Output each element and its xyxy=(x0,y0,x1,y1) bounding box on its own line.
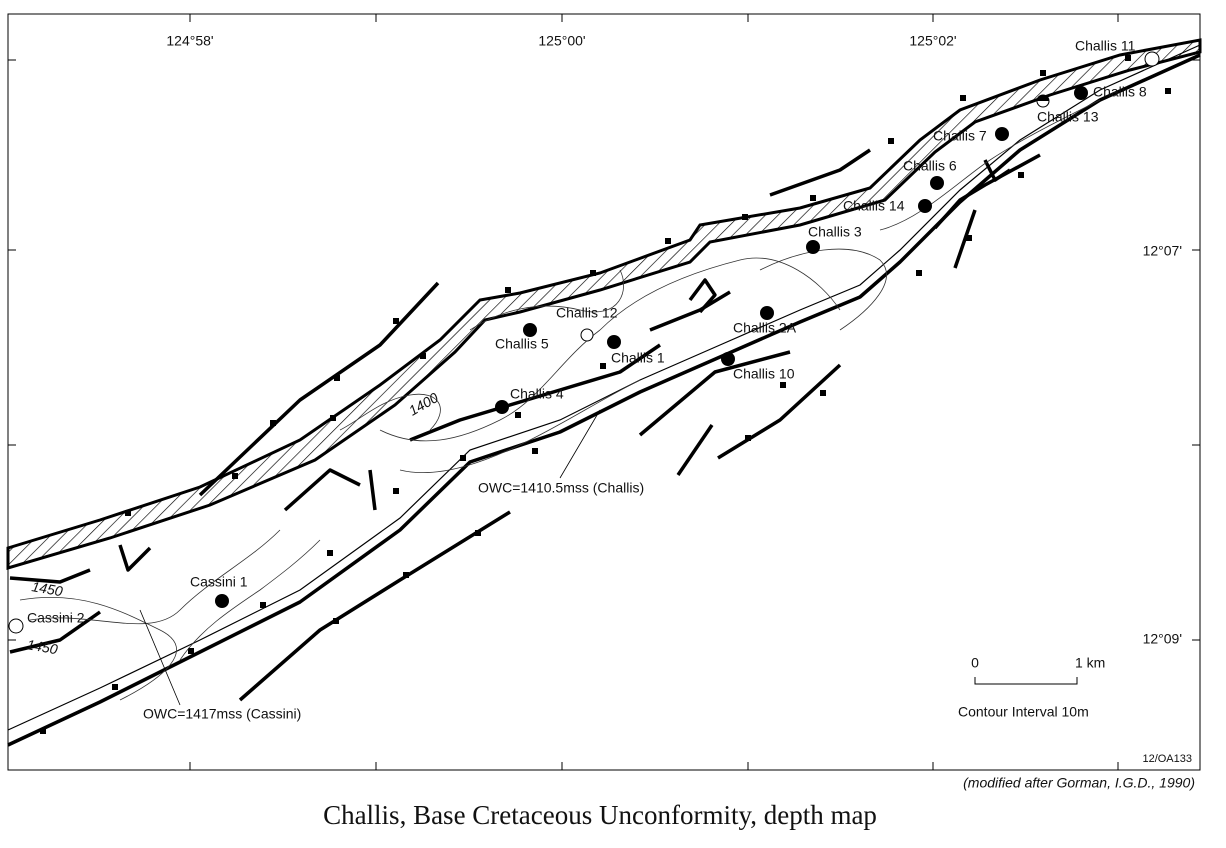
well-label: Challis 10 xyxy=(733,366,795,382)
latitude-label: 12°09' xyxy=(1143,631,1182,647)
well-label: Challis 8 xyxy=(1093,84,1147,100)
well-label: Challis 4 xyxy=(510,386,564,402)
well-symbol xyxy=(806,240,820,254)
caption: Challis, Base Cretaceous Unconformity, d… xyxy=(323,800,877,830)
fault-barbs xyxy=(40,55,1171,734)
well-symbol xyxy=(1037,95,1049,101)
well-symbol xyxy=(607,335,621,349)
well-label: Challis 11 xyxy=(1075,38,1136,54)
figure-code: 12/OA133 xyxy=(1142,753,1192,765)
well-label: Challis 6 xyxy=(903,158,957,174)
longitude-label: 124°58' xyxy=(166,33,213,49)
well-label: Challis 7 xyxy=(933,128,987,144)
well-label: Challis 12 xyxy=(556,305,618,321)
well-label: Cassini 1 xyxy=(190,574,248,590)
scale-label: 0 xyxy=(971,655,979,671)
graticule-ticks xyxy=(8,14,1200,770)
well-label: Challis 1 xyxy=(611,350,665,366)
well-symbol xyxy=(523,323,537,337)
well-label: Challis 5 xyxy=(495,336,549,352)
well-symbol xyxy=(721,352,735,366)
latitude-label: 12°07' xyxy=(1143,243,1182,259)
well-label: Challis 2A xyxy=(733,320,797,336)
longitude-label: 125°00' xyxy=(538,33,585,49)
well-label: Cassini 2 xyxy=(27,610,85,626)
well-label: Challis 13 xyxy=(1037,109,1099,125)
longitude-label: 125°02' xyxy=(909,33,956,49)
fault xyxy=(7,44,1201,731)
well-symbol xyxy=(930,176,944,190)
contour-interval: Contour Interval 10m xyxy=(958,704,1089,720)
well-label: Challis 14 xyxy=(843,198,905,214)
map-frame xyxy=(7,13,1201,771)
well-symbol xyxy=(495,400,509,414)
annotation: OWC=1410.5mss (Challis) xyxy=(478,480,644,496)
well-symbol xyxy=(995,127,1009,141)
leader-line xyxy=(139,609,181,706)
fault xyxy=(7,53,1201,747)
well-labels: Challis 11 Challis 8 Challis 13 Challis … xyxy=(27,38,1147,626)
well-symbol xyxy=(215,594,229,608)
well-symbol xyxy=(580,328,594,342)
well-symbol xyxy=(8,618,24,634)
scale-bar xyxy=(974,677,1078,685)
well-label: Challis 3 xyxy=(808,224,862,240)
wells xyxy=(8,51,1160,634)
well-symbol xyxy=(918,199,932,213)
well-symbol xyxy=(760,306,774,320)
hatched-fault-band xyxy=(6,38,1202,571)
annotation: OWC=1417mss (Cassini) xyxy=(143,706,301,722)
leader-line xyxy=(559,409,601,479)
well-symbol xyxy=(1074,86,1088,100)
contour-label: 1450 xyxy=(25,636,59,657)
faults xyxy=(9,148,1041,702)
source-note: (modified after Gorman, I.G.D., 1990) xyxy=(963,775,1195,791)
scale-label: 1 km xyxy=(1075,655,1105,671)
contours xyxy=(19,99,1101,701)
contour-label: 1450 xyxy=(30,578,64,599)
well-symbol xyxy=(1144,51,1160,67)
contour-label: 1400 xyxy=(406,389,441,419)
